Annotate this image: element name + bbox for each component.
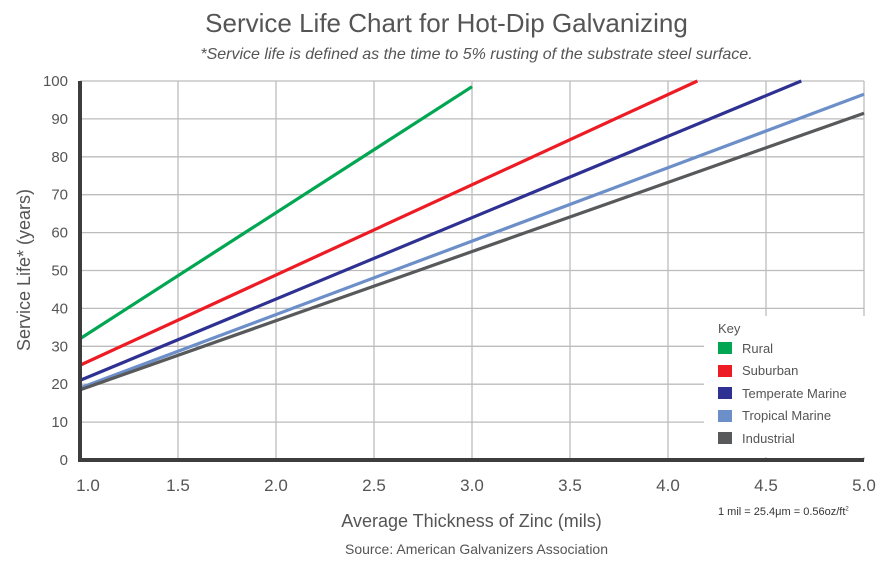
x-tick-label: 1.5 <box>166 476 190 495</box>
legend-label: Temperate Marine <box>742 385 847 401</box>
y-tick-label: 100 <box>43 73 68 90</box>
chart-subtitle: *Service life is defined as the time to … <box>200 46 753 63</box>
chart-title: Service Life Chart for Hot-Dip Galvanizi… <box>205 8 688 38</box>
legend-swatch <box>718 432 732 444</box>
y-tick-label: 40 <box>51 300 68 317</box>
note-text: 1 mil = 25.4μm = 0.56oz/ft <box>718 506 846 518</box>
series-lines <box>79 79 865 392</box>
series-line-temperate-marine <box>79 79 802 382</box>
y-tick-label: 90 <box>51 111 68 128</box>
y-tick-label: 30 <box>51 338 68 355</box>
legend-swatch <box>718 342 732 354</box>
note-superscript: 2 <box>845 506 849 513</box>
legend-swatch <box>718 364 732 377</box>
y-tick-label: 60 <box>51 225 68 242</box>
x-tick-label: 4.0 <box>656 476 680 495</box>
x-tick-labels: 1.0 1.5 2.0 2.5 3.0 3.5 4.0 4.5 5.0 <box>76 476 876 495</box>
legend-label: Tropical Marine <box>742 408 832 423</box>
legend-swatch <box>718 387 732 399</box>
grid <box>80 80 865 460</box>
unit-conversion-note: 1 mil = 25.4μm = 0.56oz/ft2 <box>718 506 849 518</box>
y-tick-label: 10 <box>51 414 68 431</box>
series-line-industrial <box>79 111 865 392</box>
y-tick-labels: 0 10 20 30 40 50 60 70 80 90 100 <box>43 73 68 469</box>
legend-item: Industrial <box>718 430 795 446</box>
legend-label: Industrial <box>742 430 795 446</box>
legend-label: Suburban <box>742 363 799 378</box>
legend-label: Rural <box>742 340 774 356</box>
y-tick-label: 0 <box>60 452 68 469</box>
x-tick-label: 3.0 <box>460 476 484 495</box>
legend-item: Suburban <box>718 363 798 379</box>
legend-swatch <box>718 409 732 422</box>
y-axis-label: Service Life* (years) <box>14 189 34 351</box>
y-tick-label: 80 <box>51 149 68 166</box>
series-line-tropical-marine <box>79 92 865 390</box>
x-tick-label: 5.0 <box>852 476 876 495</box>
series-line-suburban <box>79 79 699 367</box>
y-tick-label: 50 <box>51 263 68 280</box>
legend-title: Key <box>718 321 741 336</box>
x-tick-label: 1.0 <box>76 476 100 495</box>
x-axis-label: Average Thickness of Zinc (mils) <box>341 511 602 531</box>
legend-item: Temperate Marine <box>718 385 847 401</box>
x-tick-label: 2.5 <box>362 476 386 495</box>
x-tick-label: 3.5 <box>558 476 582 495</box>
legend: Key Rural Suburban Temperate Marine Tropica… <box>704 316 866 457</box>
source-credit: Source: American Galvanizers Association <box>344 541 608 557</box>
x-tick-label: 4.5 <box>754 476 778 495</box>
legend-item: Tropical Marine <box>718 408 831 424</box>
axes <box>78 81 864 462</box>
y-tick-label: 20 <box>51 376 68 393</box>
x-tick-label: 2.0 <box>264 476 288 495</box>
series-line-rural <box>79 85 473 341</box>
y-tick-label: 70 <box>51 187 68 204</box>
legend-item: Rural <box>718 340 773 356</box>
